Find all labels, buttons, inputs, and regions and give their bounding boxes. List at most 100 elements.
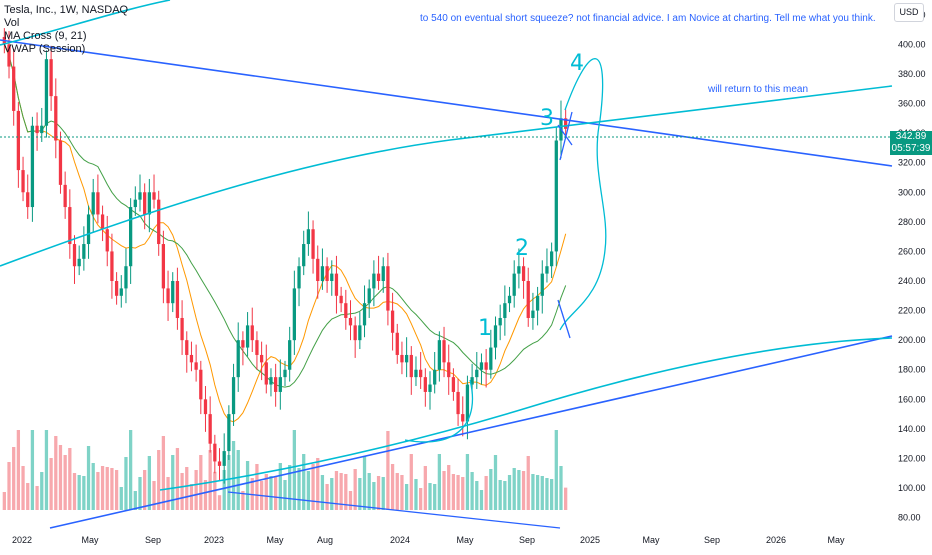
candle-body: [58, 140, 63, 185]
volume-bar: [330, 478, 334, 510]
candle-body: [419, 369, 423, 378]
cross-mark-c[interactable]: [557, 299, 571, 339]
candle-body: [521, 266, 526, 282]
volume-bar: [320, 475, 325, 510]
candle-body: [147, 192, 151, 215]
candle-body: [470, 377, 474, 385]
volume-bar: [185, 467, 189, 510]
volume-bar: [334, 471, 339, 510]
candle-body: [564, 118, 568, 129]
volume-bar: [423, 466, 427, 510]
time-axis[interactable]: 2022 May Sep 2023 May Aug 2024 May Sep 2025 May Sep…: [12, 535, 845, 545]
volume-bar: [540, 476, 544, 510]
y-tick-label: 260.00: [898, 246, 926, 256]
candle-body: [493, 325, 498, 348]
wave-loop[interactable]: [404, 379, 474, 443]
candle-body: [390, 310, 395, 333]
volume-bar: [7, 462, 11, 510]
candle-body: [35, 125, 39, 134]
ma-slow-line: [3, 44, 567, 388]
top-note[interactable]: to 540 on eventual short squeeze? not fi…: [420, 13, 876, 24]
volume-bar: [143, 470, 147, 510]
volume-bar: [227, 455, 231, 510]
candle-body: [367, 288, 371, 304]
candle-body: [344, 303, 348, 318]
candle-body: [540, 273, 544, 296]
candle-body: [86, 214, 91, 245]
volume-bar: [437, 454, 442, 510]
candle-body: [236, 340, 240, 378]
volume-bar: [16, 430, 21, 510]
volume-bar: [208, 450, 212, 510]
volume-bar: [404, 484, 409, 510]
chart-legend: Tesla, Inc., 1W, NASDAQ Vol MA Cross (9,…: [4, 4, 128, 56]
candle-body: [311, 229, 315, 259]
volume-bar: [414, 479, 418, 510]
lower-trendline[interactable]: [49, 335, 893, 529]
top-arc-curve[interactable]: [0, 0, 171, 46]
volume-bar: [189, 484, 194, 510]
candle-body: [433, 369, 437, 385]
candle-body: [124, 266, 128, 289]
legend-ma-cross[interactable]: MA Cross (9, 21): [4, 30, 87, 42]
volume-bar: [549, 479, 554, 510]
upper-channel-curve[interactable]: [0, 85, 893, 267]
user-drawings[interactable]: [0, 0, 893, 529]
volume-bar: [367, 473, 371, 510]
currency-selector[interactable]: USD: [894, 3, 924, 22]
legend-vol[interactable]: Vol: [4, 17, 20, 29]
candle-body: [302, 244, 306, 267]
candle-body: [353, 325, 357, 341]
volume-bar: [166, 477, 170, 510]
candle-body: [82, 244, 86, 259]
upper-trendline[interactable]: [0, 39, 893, 167]
volume-bar: [63, 455, 67, 510]
volume-bar: [217, 495, 222, 510]
y-tick-label: 300.00: [898, 187, 926, 197]
price-axis[interactable]: 80.00 100.00 120.00 140.00 160.00 180.00 200.0…: [898, 10, 926, 523]
candle-body: [549, 251, 554, 267]
volume-bar: [161, 436, 166, 510]
cross-mark-b[interactable]: [559, 111, 573, 161]
volume-bar: [521, 471, 526, 510]
candle-body: [442, 340, 446, 363]
x-tick-label: May: [266, 535, 284, 545]
price-countdown: 05:57:39: [891, 143, 931, 154]
candle-body: [358, 325, 362, 341]
volume-bar: [58, 445, 63, 510]
candle-body: [133, 199, 137, 208]
x-tick-label: 2026: [766, 535, 786, 545]
volume-bar: [86, 446, 91, 510]
candle-body: [157, 199, 161, 245]
volume-bar: [564, 487, 568, 510]
volume-bar: [493, 455, 498, 510]
candle-body: [119, 288, 123, 296]
mean-note[interactable]: will return to this mean: [708, 84, 809, 95]
candle-body: [395, 332, 399, 355]
volume-bar: [395, 473, 399, 510]
volume-bar: [353, 469, 357, 510]
volume-bar: [503, 481, 507, 510]
volume-bar: [428, 483, 432, 510]
x-tick-label: Sep: [704, 535, 720, 545]
volume-bar: [40, 472, 44, 510]
candle-body: [222, 451, 226, 466]
last-price-value: 342.89: [895, 131, 927, 142]
lower-channel-curve[interactable]: [159, 337, 893, 491]
candle-body: [245, 325, 250, 348]
legend-vwap[interactable]: VWAP (Session): [4, 43, 86, 55]
cross-mark-a[interactable]: [557, 124, 573, 146]
candle-body: [451, 377, 456, 392]
volume-trendline[interactable]: [227, 491, 561, 529]
x-tick-label: Sep: [519, 535, 535, 545]
volume-bar: [278, 463, 282, 510]
volume-bar: [49, 458, 53, 510]
x-tick-label: Aug: [317, 535, 333, 545]
wave-path[interactable]: [559, 58, 607, 331]
candle-body: [49, 59, 53, 97]
volume-bar: [442, 471, 446, 510]
candle-body: [414, 369, 418, 378]
candle-body: [180, 317, 184, 341]
